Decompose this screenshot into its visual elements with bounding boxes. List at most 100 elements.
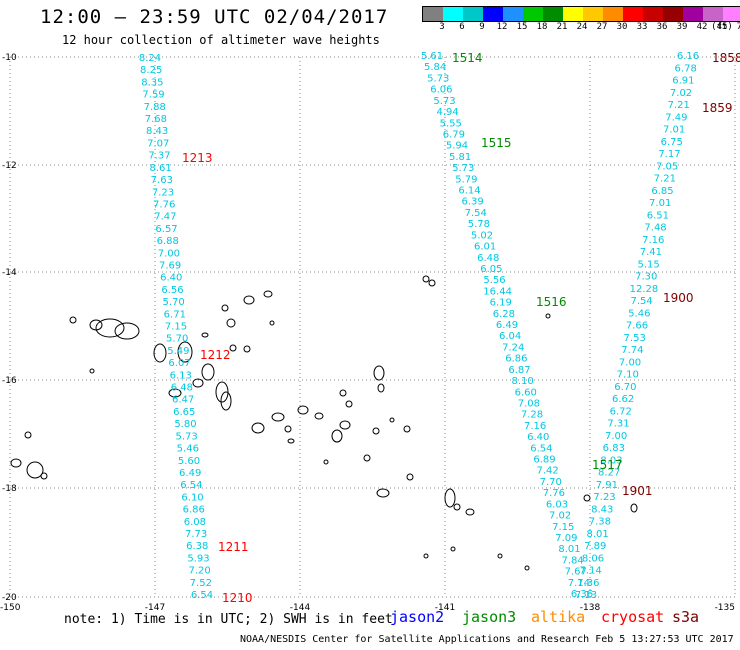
swh-value: 5.94 [446, 141, 468, 152]
swh-value: 5.73 [427, 73, 449, 84]
swh-value: 7.21 [654, 174, 676, 185]
swh-value: 5.70 [163, 297, 185, 308]
colorbar-tick-label: 30 [616, 22, 628, 32]
swh-value: 6.19 [490, 298, 512, 309]
swh-value: 6.54 [191, 590, 213, 601]
island-outline [24, 431, 32, 439]
swh-value: 6.72 [610, 406, 632, 417]
swh-value: 8.01 [586, 529, 608, 540]
swh-value: 6.04 [499, 331, 521, 342]
swh-value: 6.54 [530, 443, 552, 454]
pass-label: 1858 [712, 51, 740, 65]
swh-value: 6.62 [612, 394, 634, 405]
swh-value: 5.56 [483, 275, 505, 286]
legend-jason3: jason3 [462, 608, 517, 626]
swh-value: 6.49 [179, 468, 201, 479]
swh-value: 7.17 [658, 149, 680, 160]
swh-value: 7.42 [536, 466, 558, 477]
island-outline [168, 388, 182, 398]
island-outline [89, 368, 95, 374]
swh-value: 5.46 [628, 308, 650, 319]
island-outline [243, 345, 251, 353]
swh-value: 7.66 [626, 321, 648, 332]
island-outline [465, 508, 475, 516]
swh-value: 6.16 [677, 51, 699, 62]
legend-altika: altika [531, 608, 586, 626]
swh-value: 5.55 [440, 118, 462, 129]
latitude-label: -10 [2, 53, 17, 63]
swh-value: 6.48 [171, 383, 193, 394]
swh-value: 8.24 [139, 53, 161, 64]
island-outline [177, 341, 193, 363]
island-outline [376, 488, 390, 498]
swh-value: 6.88 [157, 236, 179, 247]
swh-value: 6.75 [661, 137, 683, 148]
swh-value: 6.56 [161, 285, 183, 296]
latitude-label: -14 [2, 268, 17, 278]
colorbar-tick-label: 15 [516, 22, 528, 32]
legend-cryosat: cryosat [601, 608, 665, 626]
swh-value: 4.94 [436, 107, 458, 118]
swh-value: 7.69 [159, 260, 181, 271]
swh-value: 6.10 [181, 492, 203, 503]
island-outline [444, 488, 456, 508]
island-outline [403, 425, 411, 433]
swh-value: 6.01 [474, 242, 496, 253]
swh-value: 7.59 [142, 90, 164, 101]
swh-value: 7.88 [144, 102, 166, 113]
island-outline [497, 553, 503, 559]
map-grid [9, 56, 736, 598]
longitude-label: -144 [290, 603, 311, 613]
swh-value: 7.28 [521, 410, 543, 421]
island-outline [95, 318, 125, 338]
swh-value: 7.67 [565, 567, 587, 578]
swh-value: 6.47 [172, 395, 194, 406]
swh-value: 5.73 [176, 431, 198, 442]
swh-value: 7.89 [584, 541, 606, 552]
colorbar-tick-label: 6 [459, 22, 465, 32]
swh-value: 7.30 [635, 272, 657, 283]
pass-labels: 1514 1515 1516 1517 1213 1212 1211 1210 1858 1859… [182, 51, 740, 605]
wave-height-colorbar [422, 6, 740, 22]
colorbar-tick-label: 70 [736, 22, 740, 32]
longitude-label: -135 [715, 603, 735, 613]
swh-value: 7.15 [552, 522, 574, 533]
swh-value: 5.02 [471, 230, 493, 241]
swh-value: 7.07 [147, 138, 169, 149]
pass-label: 1900 [663, 291, 694, 305]
latitude-label: -12 [2, 161, 17, 171]
pass-label: 1859 [702, 101, 733, 115]
pass-label: 1515 [481, 136, 512, 150]
swh-value: 5.15 [637, 259, 659, 270]
island-outline [372, 427, 380, 435]
island-outline [453, 503, 461, 511]
island-outline [69, 316, 77, 324]
island-outline [192, 378, 204, 388]
legend-jason2: jason2 [390, 608, 445, 626]
swh-value: 7.00 [619, 357, 641, 368]
colorbar-swatch [663, 7, 683, 21]
pass-label: 1517 [592, 458, 623, 472]
island-outline [423, 553, 429, 559]
swh-value: 6.83 [603, 443, 625, 454]
colorbar-tick-label: 3 [439, 22, 445, 32]
swh-value: 6.79 [443, 129, 465, 140]
latitude-label: -18 [2, 484, 17, 494]
swh-value: 7.23 [152, 187, 174, 198]
swh-value: 6.78 [675, 63, 697, 74]
swh-value: 7.05 [656, 161, 678, 172]
longitude-label: -141 [435, 603, 455, 613]
island-outline [215, 381, 229, 403]
latitude-label: -20 [2, 593, 17, 603]
swh-value: 5.78 [468, 219, 490, 230]
latitude-label: -16 [2, 376, 17, 386]
swh-value: 5.79 [455, 174, 477, 185]
swh-value: 6.54 [180, 480, 202, 491]
pass-label: 1516 [536, 295, 567, 309]
longitude-label: -138 [580, 603, 601, 613]
swh-value: 7.84 [561, 555, 583, 566]
swh-value: 8.61 [150, 163, 172, 174]
colorbar-tick-label: 21 [556, 22, 568, 32]
swh-value: 7.24 [502, 342, 524, 353]
swh-value: 7.76 [153, 199, 175, 210]
